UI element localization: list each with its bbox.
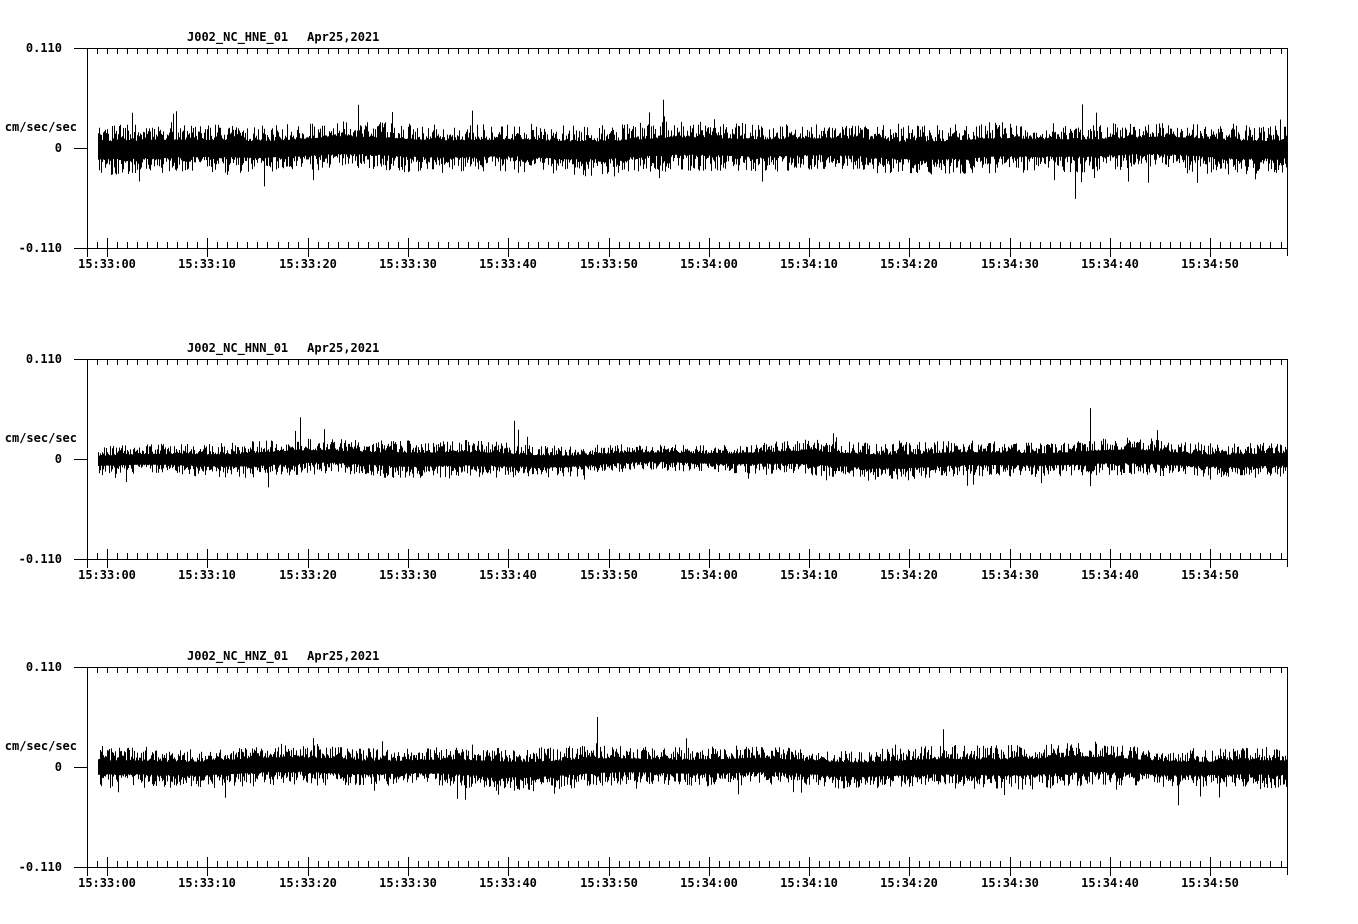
x-tick-label: 15:34:50 bbox=[1181, 257, 1239, 271]
x-tick-label: 15:34:00 bbox=[680, 568, 738, 582]
x-tick-label: 15:33:50 bbox=[580, 257, 638, 271]
x-tick-label: 15:34:30 bbox=[981, 568, 1039, 582]
x-tick-label: 15:34:20 bbox=[880, 568, 938, 582]
x-tick-label: 15:34:00 bbox=[680, 876, 738, 890]
x-tick-label: 15:33:30 bbox=[379, 568, 437, 582]
x-tick-label: 15:33:20 bbox=[279, 568, 337, 582]
x-tick-label: 15:33:50 bbox=[580, 876, 638, 890]
x-tick-label: 15:33:40 bbox=[479, 568, 537, 582]
waveform-trace-J002_NC_HNE_01 bbox=[98, 99, 1288, 199]
x-tick-label: 15:34:10 bbox=[780, 257, 838, 271]
x-tick-label: 15:34:50 bbox=[1181, 876, 1239, 890]
waveform-trace-J002_NC_HNN_01 bbox=[98, 408, 1288, 488]
x-tick-label: 15:33:00 bbox=[78, 257, 136, 271]
x-tick-label: 15:34:40 bbox=[1081, 568, 1139, 582]
x-tick-label: 15:33:10 bbox=[178, 568, 236, 582]
waveform-trace-J002_NC_HNZ_01 bbox=[98, 717, 1288, 806]
x-tick-label: 15:33:40 bbox=[479, 257, 537, 271]
x-tick-label: 15:33:40 bbox=[479, 876, 537, 890]
x-tick-label: 15:33:10 bbox=[178, 257, 236, 271]
x-tick-label: 15:33:30 bbox=[379, 876, 437, 890]
x-tick-label: 15:33:10 bbox=[178, 876, 236, 890]
x-tick-label: 15:34:10 bbox=[780, 568, 838, 582]
x-tick-label: 15:34:50 bbox=[1181, 568, 1239, 582]
x-tick-label: 15:33:30 bbox=[379, 257, 437, 271]
x-tick-label: 15:34:10 bbox=[780, 876, 838, 890]
x-tick-label: 15:33:50 bbox=[580, 568, 638, 582]
x-tick-label: 15:34:30 bbox=[981, 876, 1039, 890]
x-tick-label: 15:33:20 bbox=[279, 257, 337, 271]
x-tick-label: 15:34:20 bbox=[880, 876, 938, 890]
axes-and-ticks bbox=[74, 48, 1288, 876]
x-tick-label: 15:33:00 bbox=[78, 568, 136, 582]
x-tick-label: 15:34:40 bbox=[1081, 257, 1139, 271]
x-tick-label: 15:34:00 bbox=[680, 257, 738, 271]
x-tick-label: 15:33:20 bbox=[279, 876, 337, 890]
x-tick-label: 15:34:40 bbox=[1081, 876, 1139, 890]
x-tick-label: 15:33:00 bbox=[78, 876, 136, 890]
x-tick-label: 15:34:20 bbox=[880, 257, 938, 271]
x-tick-label: 15:34:30 bbox=[981, 257, 1039, 271]
